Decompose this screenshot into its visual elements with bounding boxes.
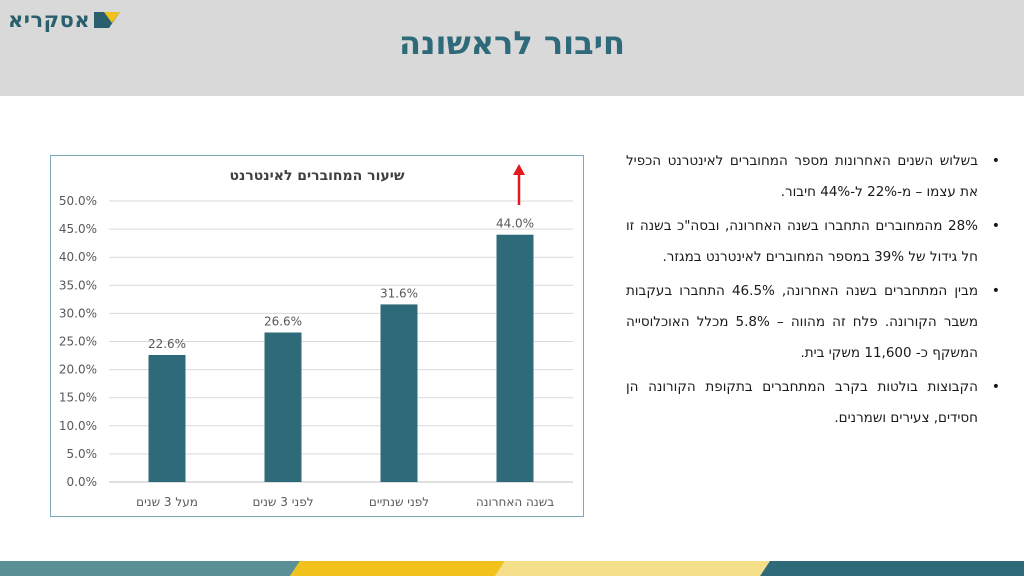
data-label: 44.0% <box>496 217 534 231</box>
y-tick-label: 30.0% <box>59 306 97 320</box>
x-tick-label: מעל 3 שנים <box>136 495 198 509</box>
x-tick-label: בשנה האחרונה <box>476 495 554 509</box>
header-bar: אסקריא חיבור לראשונה <box>0 0 1024 96</box>
y-tick-label: 10.0% <box>59 419 97 433</box>
page-title: חיבור לראשונה <box>399 24 625 62</box>
bullet-item: 28% מהמחוברים התחברו בשנה האחרונה, ובסה"… <box>626 211 1000 273</box>
y-tick-label: 35.0% <box>59 278 97 292</box>
bar <box>264 332 302 482</box>
y-tick-label: 20.0% <box>59 363 97 377</box>
data-label: 26.6% <box>264 315 302 329</box>
y-tick-label: 45.0% <box>59 222 97 236</box>
bar <box>148 354 186 482</box>
chart-title: שיעור המחוברים לאינטרנט <box>230 168 405 184</box>
data-label: 31.6% <box>380 286 418 300</box>
y-tick-label: 40.0% <box>59 250 97 264</box>
bullet-item: מבין המתחברים בשנה האחרונה, 46.5% התחברו… <box>626 276 1000 369</box>
logo-text: אסקריא <box>8 8 91 32</box>
bar <box>380 304 418 482</box>
bar <box>496 234 534 482</box>
y-tick-label: 15.0% <box>59 391 97 405</box>
company-logo: אסקריא <box>8 8 121 32</box>
chart-canvas: שיעור המחוברים לאינטרנט 0.0% 5.0% 10.0% 15.… <box>59 164 573 509</box>
y-tick-label: 0.0% <box>67 475 98 489</box>
bar-chart: שיעור המחוברים לאינטרנט 0.0% 5.0% 10.0% 15.… <box>50 155 584 517</box>
y-tick-label: 5.0% <box>67 447 98 461</box>
data-label: 22.6% <box>148 337 186 351</box>
bullet-list: בשלוש השנים האחרונות מספר המחוברים לאינט… <box>626 146 1004 437</box>
up-arrow-icon <box>513 164 525 205</box>
bullet-item: בשלוש השנים האחרונות מספר המחוברים לאינט… <box>626 146 1000 208</box>
footer-stripe <box>0 561 1024 576</box>
x-tick-label: לפני שנתיים <box>369 495 429 509</box>
bullet-item: הקבוצות בולטות בקרב המתחברים בתקופת הקור… <box>626 372 1000 434</box>
y-tick-label: 50.0% <box>59 194 97 208</box>
logo-mark-icon <box>94 12 121 28</box>
y-tick-label: 25.0% <box>59 335 97 349</box>
x-tick-label: לפני 3 שנים <box>252 495 313 509</box>
